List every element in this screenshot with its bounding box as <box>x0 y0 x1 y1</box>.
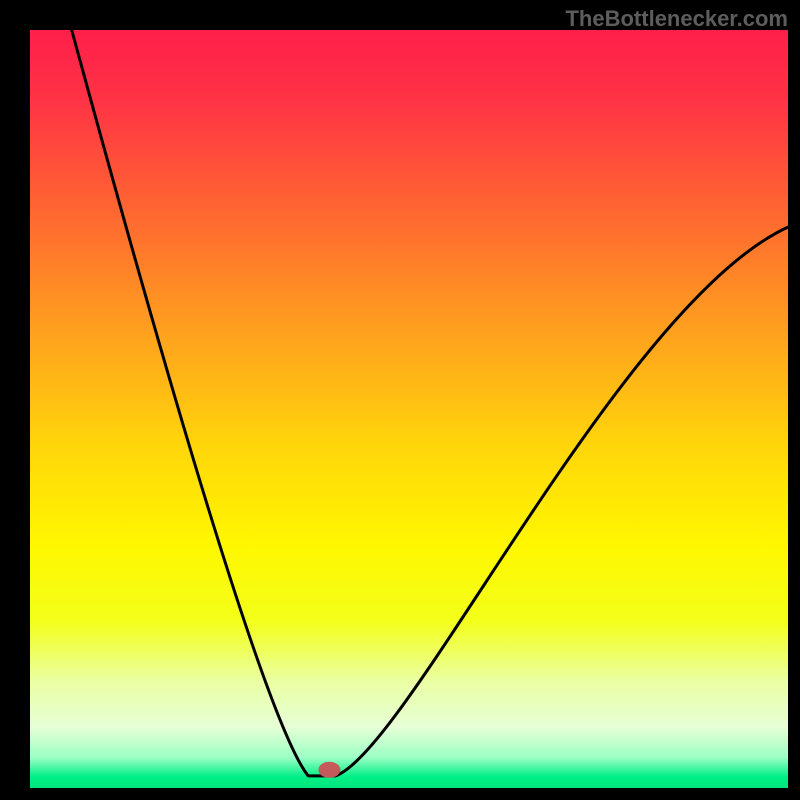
plot-area <box>30 30 788 788</box>
attribution-text: TheBottlenecker.com <box>565 6 788 32</box>
